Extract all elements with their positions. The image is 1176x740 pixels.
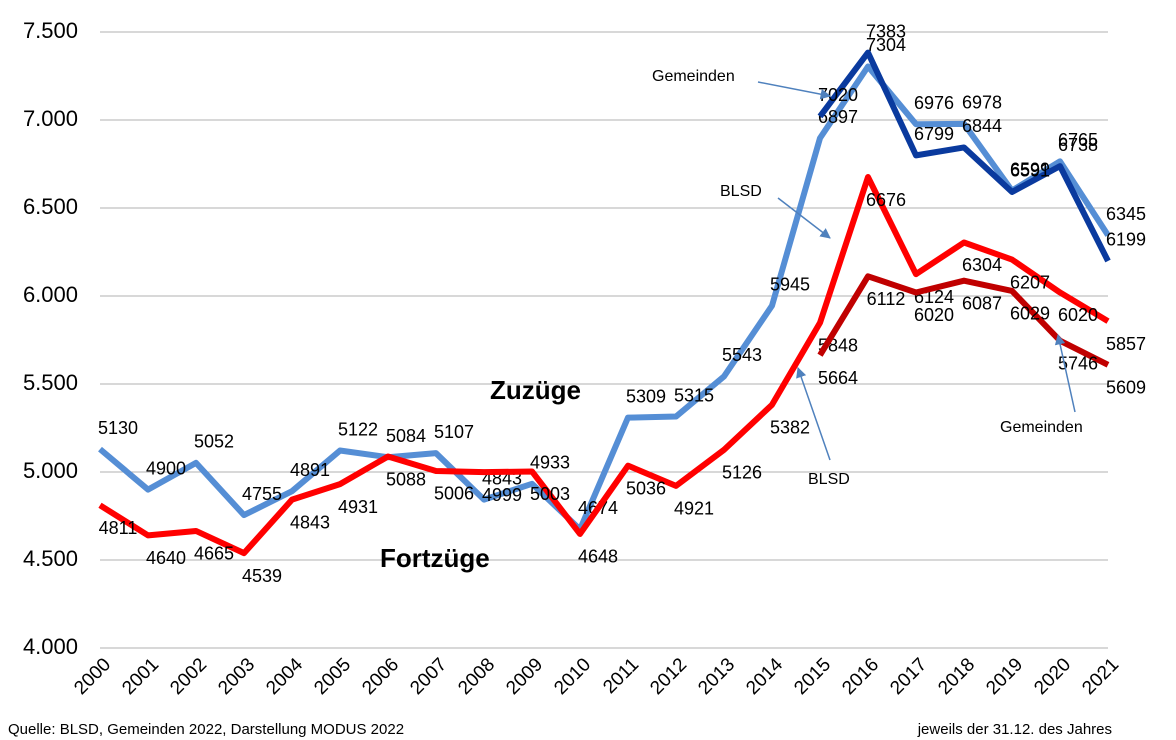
data-label: 6765 [1058,130,1098,150]
data-label: 4891 [290,460,330,480]
y-tick-label: 6.500 [23,194,78,219]
x-tick-label: 2012 [646,654,691,699]
annotation: Fortzüge [380,543,490,573]
x-tick-label: 2005 [310,654,355,699]
data-label: 4921 [674,499,714,519]
data-label: 6799 [914,124,954,144]
data-label: 5088 [386,469,426,489]
annotation: Gemeinden [1000,419,1083,436]
annotation: Zuzüge [490,375,581,405]
x-tick-label: 2015 [790,654,835,699]
data-label: 6976 [914,93,954,113]
annotation-arrow [796,367,831,461]
x-tick-label: 2008 [454,654,499,699]
data-label: 5315 [674,385,714,405]
x-tick-label: 2000 [70,654,115,699]
data-label: 4999 [482,485,522,505]
series-line [817,49,1111,263]
y-tick-label: 5.500 [23,370,78,395]
data-label: 6738 [1058,135,1098,155]
data-label: 4843 [290,512,330,532]
y-tick-label: 7.000 [23,106,78,131]
data-label: 6112 [867,289,906,309]
data-label: 5126 [722,463,762,483]
x-tick-label: 2019 [982,654,1027,699]
y-tick-label: 5.000 [23,458,78,483]
data-label: 7304 [866,35,906,55]
x-tick-label: 2009 [502,654,547,699]
data-label: 4648 [578,547,618,567]
x-tick-label: 2004 [262,654,307,699]
data-label: 5052 [194,432,234,452]
series-line [98,174,1110,557]
data-label: 5382 [770,418,810,438]
data-label: 4811 [99,518,138,538]
data-label: 4665 [194,544,234,564]
annotation: BLSD [720,183,762,200]
data-label: 5609 [1106,378,1146,398]
data-label: 7383 [866,21,906,41]
data-label: 6676 [866,190,906,210]
x-tick-label: 2007 [406,654,451,699]
x-tick-label: 2016 [838,654,883,699]
data-label: 5122 [338,419,378,439]
x-tick-label: 2014 [742,654,787,699]
data-label: 6029 [1010,304,1050,324]
x-tick-label: 2001 [118,654,163,699]
data-label: 6020 [1058,305,1098,325]
data-label: 6844 [962,116,1002,136]
x-tick-label: 2003 [214,654,259,699]
annotation: Gemeinden [652,68,735,85]
source: Quelle: BLSD, Gemeinden 2022, Darstellun… [8,721,404,738]
x-tick-label: 2002 [166,654,211,699]
data-label: 5130 [98,418,138,438]
data-label: 4755 [242,484,282,504]
data-label: 4640 [146,548,186,568]
data-label: 5003 [530,484,570,504]
x-tick-label: 2018 [934,654,979,699]
y-tick-label: 7.500 [23,18,78,43]
data-label: 6207 [1010,272,1050,292]
annotation-arrow [777,197,831,239]
data-label: 6020 [914,305,954,325]
data-label: 5664 [818,368,858,388]
series-line [98,63,1111,533]
data-label: 6591 [1010,161,1050,181]
note: jeweils der 31.12. des Jahres [917,721,1112,738]
x-tick-label: 2010 [550,654,595,699]
data-label: 4933 [530,453,570,473]
data-label: 4539 [242,566,282,586]
x-tick-label: 2006 [358,654,403,699]
annotation-arrow [1054,333,1076,413]
x-tick-label: 2013 [694,654,739,699]
y-tick-label: 6.000 [23,282,78,307]
data-label: 5006 [434,484,474,504]
data-label: 5036 [626,478,666,498]
data-label: 4931 [338,497,378,517]
data-label: 5543 [722,345,762,365]
data-label: 5084 [386,426,426,446]
data-label: 4900 [146,458,186,478]
x-tick-label: 2011 [599,654,643,698]
data-label: 6345 [1106,204,1146,224]
data-label: 5945 [770,274,810,294]
data-label: 5746 [1058,353,1098,373]
data-label: 5107 [434,422,474,442]
data-label: 6978 [962,93,1002,113]
data-label: 6199 [1106,230,1146,250]
data-label: 6897 [818,107,858,127]
data-label: 6304 [962,255,1002,275]
data-label: 5309 [626,386,666,406]
annotation: BLSD [808,471,850,488]
y-tick-label: 4.000 [23,634,78,659]
x-tick-label: 2020 [1030,654,1075,699]
y-tick-label: 4.500 [23,546,78,571]
data-label: 5857 [1106,334,1146,354]
annotation-arrow [757,81,832,100]
data-label: 6087 [962,293,1002,313]
x-tick-label: 2017 [886,654,931,699]
x-tick-label: 2021 [1078,654,1123,699]
